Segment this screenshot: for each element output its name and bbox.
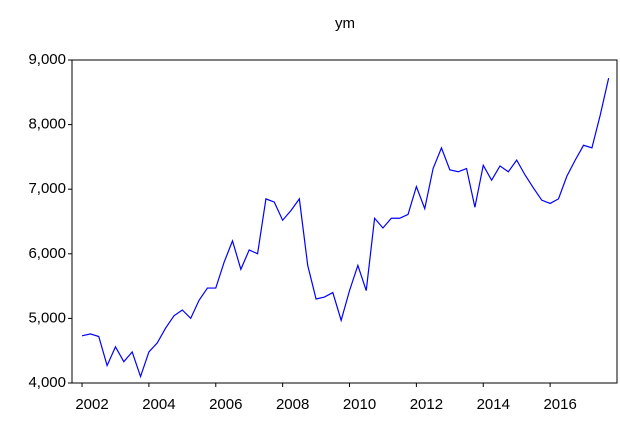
- x-tick-label: 2006: [209, 396, 242, 413]
- x-tick-label: 2002: [75, 396, 108, 413]
- y-tick-label: 4,000: [28, 374, 66, 391]
- data-line: [81, 77, 610, 379]
- x-tick-label: 2008: [276, 396, 309, 413]
- chart-title: ym: [335, 15, 355, 32]
- x-tick-label: 2012: [410, 396, 443, 413]
- y-tick-label: 8,000: [28, 116, 66, 133]
- x-tick-label: 2016: [543, 396, 576, 413]
- x-tick-label: 2010: [343, 396, 376, 413]
- plot-frame: [71, 59, 618, 384]
- y-tick-label: 5,000: [28, 309, 66, 326]
- y-tick-label: 7,000: [28, 180, 66, 197]
- x-tick-label: 2004: [142, 396, 175, 413]
- y-tick-label: 6,000: [28, 245, 66, 262]
- y-tick-label: 9,000: [28, 51, 66, 68]
- x-tick-label: 2014: [477, 396, 510, 413]
